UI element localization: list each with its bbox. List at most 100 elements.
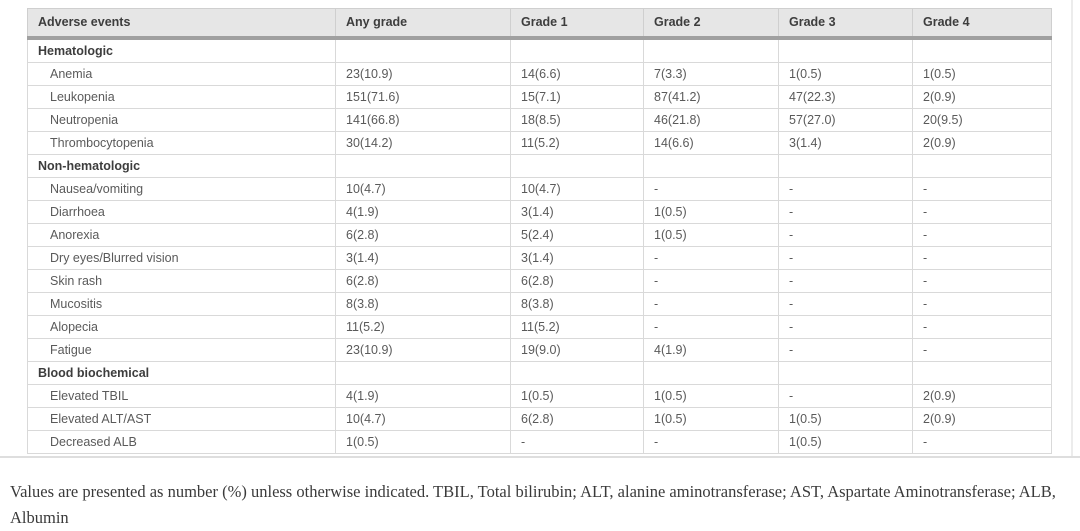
empty-cell [912,154,1052,178]
table-row: Anorexia 6(2.8) 5(2.4) 1(0.5) - - [27,223,1052,247]
value-cell: - [912,200,1052,224]
value-cell: 57(27.0) [778,108,913,132]
empty-cell [643,154,779,178]
value-cell: - [912,269,1052,293]
page-edge-line [1071,0,1073,456]
value-cell: 10(4.7) [510,177,644,201]
value-cell: 1(0.5) [912,62,1052,86]
value-cell: 10(4.7) [335,407,511,431]
value-cell: 8(3.8) [335,292,511,316]
value-cell: 2(0.9) [912,407,1052,431]
value-cell: - [778,200,913,224]
value-cell: - [912,223,1052,247]
value-cell: 1(0.5) [643,200,779,224]
value-cell: 1(0.5) [510,384,644,408]
value-cell: 15(7.1) [510,85,644,109]
value-cell: - [778,338,913,362]
value-cell: 14(6.6) [643,131,779,155]
section-label: Blood biochemical [27,361,336,385]
value-cell: - [778,246,913,270]
value-cell: - [912,292,1052,316]
column-header-grade-4: Grade 4 [912,8,1052,40]
row-label: Leukopenia [27,85,336,109]
adverse-events-table-container: Adverse events Any grade Grade 1 Grade 2 Gra… [27,8,1052,454]
value-cell: - [643,177,779,201]
value-cell: 10(4.7) [335,177,511,201]
value-cell: 8(3.8) [510,292,644,316]
adverse-events-table: Adverse events Any grade Grade 1 Grade 2 Gra… [27,8,1052,454]
row-label: Elevated ALT/AST [27,407,336,431]
value-cell: 47(22.3) [778,85,913,109]
empty-cell [778,361,913,385]
value-cell: - [912,246,1052,270]
value-cell: 1(0.5) [643,384,779,408]
column-header-grade-2: Grade 2 [643,8,779,40]
empty-cell [510,37,644,63]
value-cell: 4(1.9) [643,338,779,362]
row-label: Elevated TBIL [27,384,336,408]
table-row: Dry eyes/Blurred vision 3(1.4) 3(1.4) - - - [27,246,1052,270]
table-header-row: Adverse events Any grade Grade 1 Grade 2 Gra… [27,8,1052,40]
empty-cell [510,154,644,178]
value-cell: 6(2.8) [510,269,644,293]
table-row: Leukopenia 151(71.6) 15(7.1) 87(41.2) 47(22.… [27,85,1052,109]
value-cell: - [643,292,779,316]
value-cell: - [778,315,913,339]
value-cell: 23(10.9) [335,338,511,362]
value-cell: 7(3.3) [643,62,779,86]
table-row: Nausea/vomiting 10(4.7) 10(4.7) - - - [27,177,1052,201]
value-cell: - [510,430,644,454]
table-body: Hematologic Anemia 23(10.9) 14(6.6) 7(3.3) 1(… [27,37,1052,454]
section-row: Blood biochemical [27,361,1052,385]
table-row: Skin rash 6(2.8) 6(2.8) - - - [27,269,1052,293]
value-cell: 46(21.8) [643,108,779,132]
value-cell: - [778,177,913,201]
empty-cell [335,37,511,63]
empty-cell [778,37,913,63]
value-cell: 6(2.8) [335,269,511,293]
table-row: Neutropenia 141(66.8) 18(8.5) 46(21.8) 57(27… [27,108,1052,132]
row-label: Fatigue [27,338,336,362]
value-cell: 19(9.0) [510,338,644,362]
value-cell: 14(6.6) [510,62,644,86]
value-cell: 6(2.8) [510,407,644,431]
table-row: Elevated ALT/AST 10(4.7) 6(2.8) 1(0.5) 1(0.5… [27,407,1052,431]
empty-cell [510,361,644,385]
table-row: Diarrhoea 4(1.9) 3(1.4) 1(0.5) - - [27,200,1052,224]
section-label: Hematologic [27,37,336,63]
value-cell: 4(1.9) [335,384,511,408]
table-footnote: Values are presented as number (%) unles… [10,481,1056,527]
value-cell: - [778,223,913,247]
row-label: Skin rash [27,269,336,293]
value-cell: 3(1.4) [778,131,913,155]
value-cell: 1(0.5) [335,430,511,454]
table-row: Decreased ALB 1(0.5) - -1(0.5) - [27,430,1052,454]
value-cell: 1(0.5) [778,407,913,431]
row-label: Mucositis [27,292,336,316]
table-row: Mucositis 8(3.8) 8(3.8) - - - [27,292,1052,316]
column-header-grade-1: Grade 1 [510,8,644,40]
value-cell: - [912,430,1052,454]
empty-cell [335,154,511,178]
row-label: Diarrhoea [27,200,336,224]
column-header-any-grade: Any grade [335,8,511,40]
table-row: Alopecia 11(5.2) 11(5.2) - - - [27,315,1052,339]
empty-cell [643,361,779,385]
empty-cell [912,37,1052,63]
section-divider [0,456,1080,458]
section-row: Non-hematologic [27,154,1052,178]
value-cell: 1(0.5) [778,62,913,86]
empty-cell [778,154,913,178]
column-header-grade-3: Grade 3 [778,8,913,40]
value-cell: - [912,315,1052,339]
row-label: Dry eyes/Blurred vision [27,246,336,270]
value-cell: 11(5.2) [510,315,644,339]
value-cell: 3(1.4) [510,200,644,224]
value-cell: 2(0.9) [912,131,1052,155]
value-cell: - [643,246,779,270]
row-label: Nausea/vomiting [27,177,336,201]
value-cell: 30(14.2) [335,131,511,155]
value-cell: - [778,269,913,293]
table-row: Anemia 23(10.9) 14(6.6) 7(3.3) 1(0.5) 1(0.5) [27,62,1052,86]
value-cell: - [912,177,1052,201]
